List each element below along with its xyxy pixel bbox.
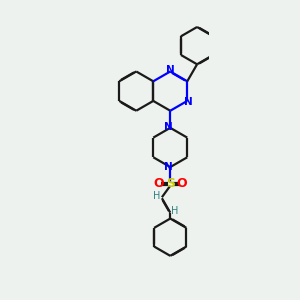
Text: N: N — [164, 163, 172, 172]
Text: S: S — [166, 177, 175, 190]
Text: N: N — [166, 65, 175, 75]
Text: N: N — [164, 122, 172, 132]
Text: H: H — [172, 206, 179, 216]
Text: O: O — [177, 177, 187, 190]
Text: N: N — [184, 97, 193, 107]
Text: O: O — [153, 177, 164, 190]
Text: H: H — [153, 191, 161, 201]
